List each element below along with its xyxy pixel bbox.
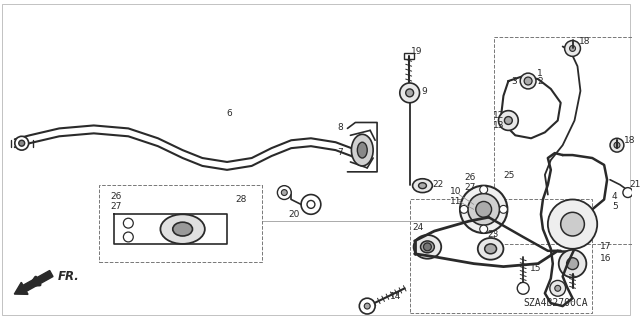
Text: 4: 4 bbox=[612, 192, 618, 201]
Circle shape bbox=[566, 258, 579, 270]
Text: 15: 15 bbox=[530, 264, 541, 273]
Ellipse shape bbox=[357, 142, 367, 158]
Text: 17: 17 bbox=[600, 242, 612, 251]
Circle shape bbox=[559, 250, 586, 278]
Circle shape bbox=[550, 280, 566, 296]
Text: 11: 11 bbox=[450, 197, 461, 206]
Circle shape bbox=[480, 225, 488, 233]
Bar bbox=[410, 199, 592, 313]
Text: FR.: FR. bbox=[57, 270, 79, 283]
Circle shape bbox=[614, 142, 620, 148]
Text: 27: 27 bbox=[111, 202, 122, 211]
Circle shape bbox=[610, 138, 624, 152]
Circle shape bbox=[555, 286, 561, 291]
Circle shape bbox=[623, 188, 633, 197]
Ellipse shape bbox=[413, 179, 433, 193]
Circle shape bbox=[124, 218, 133, 228]
Text: 21: 21 bbox=[630, 180, 640, 189]
Ellipse shape bbox=[460, 186, 508, 233]
Text: 5: 5 bbox=[612, 202, 618, 211]
Text: 28: 28 bbox=[235, 195, 246, 204]
Text: 2: 2 bbox=[537, 77, 543, 85]
Text: 3: 3 bbox=[511, 77, 517, 85]
Bar bbox=[493, 37, 637, 244]
Ellipse shape bbox=[173, 222, 193, 236]
Ellipse shape bbox=[484, 244, 497, 254]
Circle shape bbox=[504, 116, 513, 124]
Circle shape bbox=[19, 140, 25, 146]
Text: 9: 9 bbox=[422, 87, 428, 96]
Text: 8: 8 bbox=[337, 123, 343, 132]
Circle shape bbox=[570, 46, 575, 51]
Text: 16: 16 bbox=[600, 254, 612, 263]
Circle shape bbox=[406, 89, 413, 97]
Text: 26: 26 bbox=[464, 173, 476, 182]
Text: 23: 23 bbox=[488, 230, 499, 239]
Circle shape bbox=[561, 212, 584, 236]
Ellipse shape bbox=[420, 241, 435, 253]
Bar bbox=[99, 185, 262, 262]
Text: 27: 27 bbox=[464, 183, 476, 192]
Circle shape bbox=[400, 83, 420, 103]
Circle shape bbox=[124, 232, 133, 242]
Text: 24: 24 bbox=[413, 223, 424, 232]
Text: 13: 13 bbox=[493, 121, 504, 130]
Text: 20: 20 bbox=[288, 210, 300, 219]
Text: 19: 19 bbox=[411, 47, 422, 56]
Ellipse shape bbox=[468, 194, 499, 225]
Circle shape bbox=[282, 189, 287, 196]
Ellipse shape bbox=[476, 202, 492, 217]
Ellipse shape bbox=[413, 235, 441, 259]
Text: 18: 18 bbox=[624, 136, 636, 145]
Ellipse shape bbox=[351, 134, 373, 166]
Text: 6: 6 bbox=[226, 109, 232, 118]
Ellipse shape bbox=[419, 183, 426, 189]
Circle shape bbox=[520, 73, 536, 89]
FancyArrow shape bbox=[14, 271, 53, 294]
Circle shape bbox=[480, 186, 488, 194]
Text: 10: 10 bbox=[450, 187, 461, 196]
Text: 26: 26 bbox=[111, 192, 122, 201]
Ellipse shape bbox=[161, 214, 205, 244]
Circle shape bbox=[364, 303, 370, 309]
Circle shape bbox=[499, 205, 508, 213]
Text: 22: 22 bbox=[433, 180, 444, 189]
Text: 14: 14 bbox=[390, 292, 401, 301]
Text: 18: 18 bbox=[579, 37, 591, 46]
Circle shape bbox=[548, 199, 597, 249]
Circle shape bbox=[517, 282, 529, 294]
Circle shape bbox=[460, 205, 468, 213]
Ellipse shape bbox=[478, 238, 504, 260]
Circle shape bbox=[15, 136, 29, 150]
Text: 7: 7 bbox=[337, 148, 343, 157]
Text: 12: 12 bbox=[493, 111, 504, 120]
Bar bbox=[404, 53, 413, 59]
Circle shape bbox=[277, 186, 291, 199]
Circle shape bbox=[301, 195, 321, 214]
Circle shape bbox=[499, 111, 518, 130]
Circle shape bbox=[524, 77, 532, 85]
Circle shape bbox=[424, 243, 431, 251]
Text: 25: 25 bbox=[504, 171, 515, 180]
Circle shape bbox=[359, 298, 375, 314]
Circle shape bbox=[564, 41, 580, 56]
Text: 1: 1 bbox=[537, 69, 543, 78]
Text: SZA4B2700CA: SZA4B2700CA bbox=[523, 298, 588, 308]
